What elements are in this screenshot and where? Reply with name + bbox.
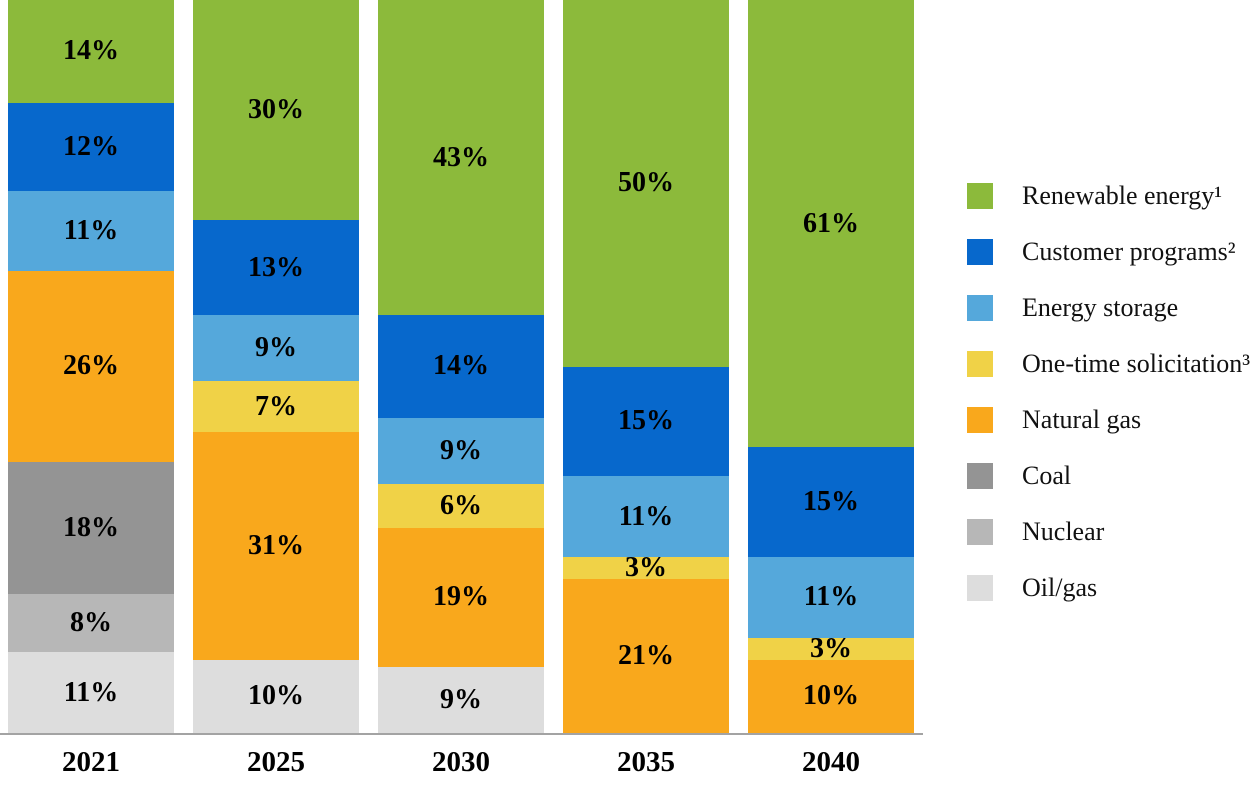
segment-value-label: 8% (70, 607, 112, 639)
legend-label-renewable-energy: Renewable energy¹ (1022, 181, 1223, 210)
plot-area: 14% 12% 11% 26% 18% 8% 11% 30% 13% 9% 7% 31% 10% 43% 1… (8, 0, 914, 733)
segment-customer-programs-2035: 15% (563, 366, 729, 477)
legend-label-one-time-solicitation: One-time solicitation³ (1022, 349, 1251, 378)
x-axis-labels: 2021 2025 2030 2035 2040 (0, 746, 940, 786)
segment-value-label: 3% (810, 632, 852, 664)
legend-item-nuclear: Nuclear (967, 519, 1250, 545)
legend-item-coal: Coal (967, 463, 1250, 489)
legend-item-oil-gas: Oil/gas (967, 575, 1250, 601)
segment-customer-programs-2025: 13% (193, 219, 359, 316)
segment-value-label: 13% (248, 251, 304, 283)
segment-oil-gas-2025: 10% (193, 659, 359, 733)
segment-value-label: 31% (248, 530, 304, 562)
segment-customer-programs-2021: 12% (8, 102, 174, 191)
legend-item-natural-gas: Natural gas (967, 407, 1250, 433)
segment-energy-storage-2035: 11% (563, 476, 729, 558)
segment-renewable-energy-2021: 14% (8, 0, 174, 103)
legend-label-customer-programs: Customer programs² (1022, 237, 1236, 266)
legend-label-natural-gas: Natural gas (1022, 405, 1142, 434)
segment-value-label: 11% (63, 676, 119, 708)
segment-one-time-solicitation-2030: 6% (378, 483, 544, 528)
legend-item-renewable-energy: Renewable energy¹ (967, 183, 1250, 209)
segment-value-label: 15% (618, 405, 674, 437)
segment-natural-gas-2030: 19% (378, 527, 544, 667)
x-axis-line (0, 733, 923, 735)
segment-value-label: 30% (248, 93, 304, 125)
segment-value-label: 9% (255, 332, 297, 364)
segment-renewable-energy-2035: 50% (563, 0, 729, 367)
segment-value-label: 3% (625, 552, 667, 584)
legend-swatch-one-time-solicitation (967, 351, 993, 377)
segment-value-label: 26% (63, 350, 119, 382)
segment-customer-programs-2040: 15% (748, 447, 914, 558)
segment-value-label: 7% (255, 390, 297, 422)
bar-2030: 43% 14% 9% 6% 19% 9% (378, 0, 544, 733)
legend-label-energy-storage: Energy storage (1022, 293, 1179, 322)
legend-swatch-natural-gas (967, 407, 993, 433)
bar-2025: 30% 13% 9% 7% 31% 10% (193, 0, 359, 733)
segment-value-label: 9% (440, 683, 482, 715)
segment-oil-gas-2021: 11% (8, 652, 174, 733)
x-axis-label-2035: 2035 (617, 746, 675, 778)
segment-value-label: 10% (248, 680, 304, 712)
segment-value-label: 11% (803, 581, 859, 613)
segment-nuclear-2021: 8% (8, 593, 174, 653)
segment-value-label: 14% (433, 350, 489, 382)
bar-2040: 61% 15% 11% 3% 10% (748, 0, 914, 733)
segment-energy-storage-2030: 9% (378, 417, 544, 484)
segment-value-label: 6% (440, 489, 482, 521)
segment-value-label: 11% (618, 500, 674, 532)
segment-value-label: 43% (433, 141, 489, 173)
segment-value-label: 50% (618, 167, 674, 199)
legend-label-oil-gas: Oil/gas (1022, 573, 1098, 602)
legend: Renewable energy¹ Customer programs² Energ… (967, 183, 1250, 631)
segment-value-label: 21% (618, 640, 674, 671)
segment-renewable-energy-2030: 43% (378, 0, 544, 316)
legend-swatch-energy-storage (967, 295, 993, 321)
legend-swatch-renewable-energy (967, 183, 993, 209)
segment-natural-gas-2040: 10% (748, 659, 914, 733)
segment-value-label: 61% (803, 207, 859, 239)
legend-swatch-oil-gas (967, 575, 993, 601)
legend-item-customer-programs: Customer programs² (967, 239, 1250, 265)
segment-value-label: 15% (803, 486, 859, 518)
segment-one-time-solicitation-2035: 3% (563, 552, 729, 584)
bar-2035: 50% 15% 11% 3% 21% (563, 0, 729, 733)
segment-energy-storage-2021: 11% (8, 190, 174, 272)
segment-energy-storage-2025: 9% (193, 315, 359, 382)
segment-renewable-energy-2040: 61% (748, 0, 914, 448)
legend-swatch-customer-programs (967, 239, 993, 265)
segment-coal-2021: 18% (8, 461, 174, 594)
segment-renewable-energy-2025: 30% (193, 0, 359, 220)
segment-one-time-solicitation-2025: 7% (193, 381, 359, 433)
segment-value-label: 11% (63, 214, 119, 246)
segment-customer-programs-2030: 14% (378, 315, 544, 418)
segment-natural-gas-2025: 31% (193, 432, 359, 660)
legend-swatch-coal (967, 463, 993, 489)
x-axis-label-2040: 2040 (802, 746, 860, 778)
x-axis-label-2030: 2030 (432, 746, 490, 778)
segment-value-label: 12% (63, 130, 119, 162)
segment-energy-storage-2040: 11% (748, 557, 914, 638)
x-axis-label-2025: 2025 (247, 746, 305, 778)
segment-value-label: 10% (803, 680, 859, 712)
legend-swatch-nuclear (967, 519, 993, 545)
segment-value-label: 18% (63, 511, 119, 543)
legend-label-nuclear: Nuclear (1022, 517, 1105, 546)
segment-value-label: 9% (440, 434, 482, 466)
bar-2021: 14% 12% 11% 26% 18% 8% 11% (8, 0, 174, 733)
segment-natural-gas-2021: 26% (8, 271, 174, 462)
segment-value-label: 14% (63, 35, 119, 67)
segment-one-time-solicitation-2040: 3% (748, 632, 914, 664)
segment-oil-gas-2030: 9% (378, 667, 544, 733)
segment-value-label: 19% (433, 581, 489, 613)
legend-item-energy-storage: Energy storage (967, 295, 1250, 321)
legend-label-coal: Coal (1022, 461, 1072, 490)
x-axis-label-2021: 2021 (62, 746, 120, 778)
legend-item-one-time-solicitation: One-time solicitation³ (967, 351, 1250, 377)
segment-natural-gas-2035: 21% (563, 579, 729, 733)
